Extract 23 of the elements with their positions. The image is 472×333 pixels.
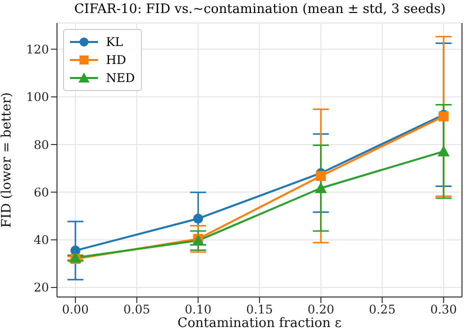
y-tick-label: 100 (26, 90, 49, 104)
y-axis-title: FID (lower = better) (0, 92, 15, 228)
x-axis-title: Contamination fraction ε (178, 316, 342, 331)
legend-label: KL (106, 35, 123, 49)
x-tick-label: 0.15 (246, 302, 273, 317)
y-tick-label: 20 (34, 280, 49, 295)
legend-label: NED (106, 71, 135, 85)
x-tick-label: 0.20 (308, 302, 334, 317)
point (438, 145, 450, 156)
point (314, 182, 327, 194)
y-tick-label: 80 (34, 138, 49, 152)
x-tick-label: 0.25 (368, 302, 396, 317)
point (193, 214, 204, 224)
x-tick-label: 0.05 (123, 302, 150, 317)
legend-label: HD (106, 53, 126, 67)
x-tick-label: 0.10 (184, 302, 212, 317)
y-tick-label: 120 (26, 42, 49, 56)
y-tick-label: 60 (34, 185, 49, 200)
chart-title: CIFAR-10: FID vs.~contamination (mean ± std, 3 seeds) (73, 2, 447, 17)
x-tick-label: 0.30 (430, 302, 457, 317)
y-tick-label: 40 (34, 233, 49, 248)
x-tick-label: 0.00 (62, 302, 89, 317)
point (316, 170, 326, 181)
